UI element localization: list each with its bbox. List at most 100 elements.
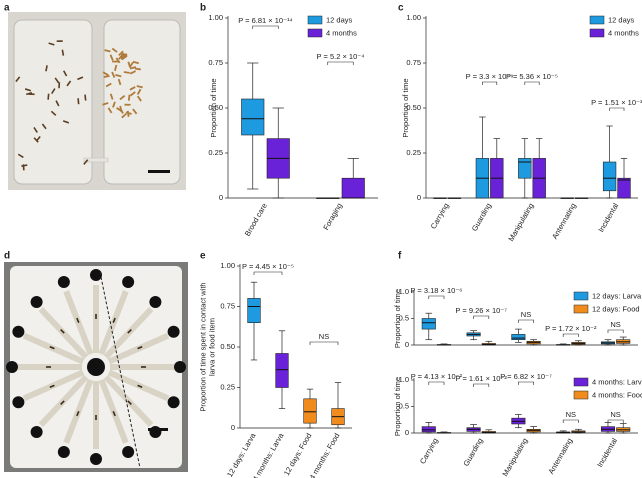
ants xyxy=(15,40,143,171)
chamber xyxy=(103,19,181,185)
ant xyxy=(136,88,142,95)
bracket xyxy=(524,81,540,85)
x-tick-label: Carrying xyxy=(418,436,440,465)
ant xyxy=(102,102,109,106)
ant xyxy=(54,77,60,84)
ant xyxy=(24,88,32,92)
well xyxy=(90,453,102,465)
x-tick-label: 4 months: Food xyxy=(308,431,342,478)
ant xyxy=(128,61,134,68)
bracket xyxy=(473,315,490,319)
well xyxy=(30,295,43,308)
annotation: P = 6.81 × 10⁻¹⁴ xyxy=(238,16,293,25)
y-tick-label: 0.5 xyxy=(399,401,409,410)
annotation: NS xyxy=(610,410,620,419)
x-tick-label: 12 days: Larva xyxy=(225,431,258,478)
ant xyxy=(132,60,139,65)
ant xyxy=(123,71,130,74)
bracket xyxy=(428,381,445,385)
ant xyxy=(112,101,116,108)
ant xyxy=(50,110,57,116)
bracket xyxy=(607,419,624,423)
well xyxy=(12,325,25,338)
ant xyxy=(117,78,122,86)
legend-swatch xyxy=(589,15,605,25)
box xyxy=(241,98,265,136)
annotation: NS xyxy=(566,410,576,419)
legend-swatch xyxy=(573,390,589,400)
bracket xyxy=(473,383,490,387)
y-tick-label: 0.25 xyxy=(208,148,223,157)
ant xyxy=(125,111,132,115)
y-tick-label: 0.25 xyxy=(220,382,235,391)
box xyxy=(511,334,526,340)
y-axis-label: larva or food item xyxy=(207,318,216,376)
annotation: P = 3.3 × 10⁻⁹ xyxy=(466,72,514,81)
ant xyxy=(104,49,111,53)
photo-a xyxy=(8,12,186,190)
box xyxy=(303,398,317,424)
annotation: P = 5.36 × 10⁻⁵ xyxy=(506,72,558,81)
y-tick-label: 1.0 xyxy=(399,375,409,384)
bracket xyxy=(562,419,579,423)
ant xyxy=(103,74,110,78)
y-axis-label: Proportion of time xyxy=(209,78,218,137)
ant xyxy=(115,57,121,64)
x-tick-label: Carrying xyxy=(429,201,451,230)
y-axis-label: Proportion of time xyxy=(401,78,410,137)
ant xyxy=(118,50,124,57)
ant xyxy=(112,317,116,323)
box xyxy=(275,353,289,388)
ant xyxy=(127,94,131,101)
x-tick-label: Manipulating xyxy=(506,201,535,242)
ant xyxy=(76,317,80,323)
y-tick-label: 1.00 xyxy=(208,13,223,22)
legend-label: 4 months xyxy=(326,28,357,37)
annotation: NS xyxy=(319,332,329,341)
box xyxy=(341,177,365,199)
ant xyxy=(136,85,143,89)
ant xyxy=(35,135,41,142)
ant xyxy=(132,108,138,115)
x-tick-label: Guarding xyxy=(470,201,493,232)
box xyxy=(421,318,436,330)
y-tick-label: 0.75 xyxy=(208,58,223,67)
bracket xyxy=(428,295,445,299)
ant xyxy=(76,411,80,417)
x-tick-label: Antennating xyxy=(550,201,578,240)
scale-bar xyxy=(148,428,168,431)
ant xyxy=(21,164,28,167)
bracket xyxy=(327,61,354,65)
ant xyxy=(129,70,136,75)
ant xyxy=(121,53,128,57)
well xyxy=(122,445,135,458)
well xyxy=(149,426,162,439)
ant xyxy=(62,120,70,124)
ant xyxy=(121,113,127,119)
ant xyxy=(137,345,143,350)
legend-swatch xyxy=(573,291,589,301)
y-tick-label: 0.75 xyxy=(406,58,421,67)
annotation: P = 5.2 × 10⁻⁴ xyxy=(317,52,365,61)
annotation: P = 4.45 × 10⁻⁵ xyxy=(242,262,294,271)
y-tick-label: 0.5 xyxy=(399,313,409,322)
well xyxy=(149,295,162,308)
legend-swatch xyxy=(573,377,589,387)
ant xyxy=(77,76,84,81)
ant xyxy=(105,82,112,88)
well xyxy=(6,361,18,373)
y-tick-label: 0 xyxy=(231,423,235,432)
well xyxy=(174,361,186,373)
annotation: P = 6.82 × 10⁻⁷ xyxy=(500,372,552,381)
y-tick-label: 0 xyxy=(417,193,421,202)
legend-label: 4 months: Food xyxy=(592,390,642,399)
annotation: P = 4.13 × 10⁻² xyxy=(411,372,463,381)
arena-parts xyxy=(6,269,186,465)
ant xyxy=(62,70,68,77)
ant xyxy=(134,67,141,71)
ant xyxy=(49,345,55,350)
x-tick-label: Incidental xyxy=(595,436,619,469)
well xyxy=(57,276,70,289)
y-axis-label: Proportion of time xyxy=(393,377,402,436)
ant xyxy=(119,105,123,112)
